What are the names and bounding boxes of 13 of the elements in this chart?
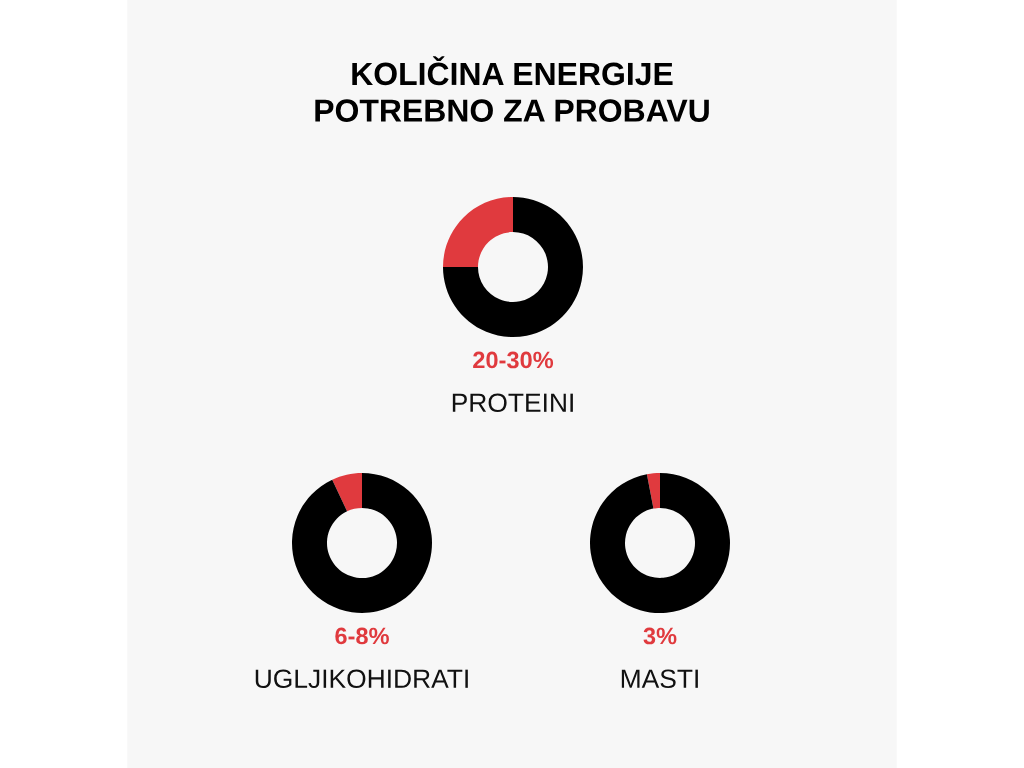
- chart-title: KOLIČINA ENERGIJE POTREBNO ZA PROBAVU: [315, 56, 709, 122]
- donut-slice: [646, 473, 660, 509]
- text: UGLJIKOHIDRATI: [255, 669, 468, 689]
- text: 3%: [643, 627, 677, 645]
- donut-slice: [292, 473, 432, 613]
- text: MASTI: [621, 669, 698, 689]
- text: 6-8%: [335, 627, 389, 645]
- text: 20-30%: [473, 351, 554, 369]
- donut-slice: [443, 197, 583, 337]
- donut-slice: [443, 197, 513, 267]
- donut-slice: [590, 473, 730, 613]
- text: PROTEINI: [452, 393, 573, 413]
- donut-slice: [332, 473, 362, 512]
